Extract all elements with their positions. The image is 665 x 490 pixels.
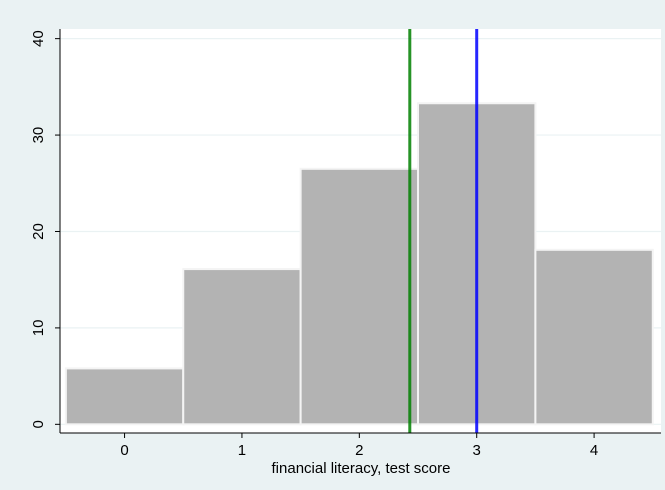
x-tick-label-1: 1 (238, 442, 246, 459)
y-tick-label-4: 40 (30, 30, 47, 47)
bars (64, 102, 654, 426)
reference-lines (408, 29, 479, 433)
x-tick-label-4: 4 (590, 442, 598, 459)
y-tick-label-1: 10 (30, 320, 47, 337)
y-tick-label-0: 0 (30, 420, 47, 428)
bar-0 (64, 367, 185, 426)
bar-2 (299, 167, 420, 426)
bar-1 (182, 268, 302, 426)
bar-4 (534, 248, 654, 426)
x-tick-label-2: 2 (355, 442, 363, 459)
y-tick-label-2: 20 (30, 223, 47, 240)
y-tick-label-3: 30 (30, 127, 47, 144)
ticks: 0 10 20 30 40 0 1 2 3 4 (30, 30, 598, 459)
x-tick-label-0: 0 (120, 442, 128, 459)
x-axis-title: financial literacy, test score (272, 460, 451, 477)
x-tick-label-3: 3 (473, 442, 481, 459)
